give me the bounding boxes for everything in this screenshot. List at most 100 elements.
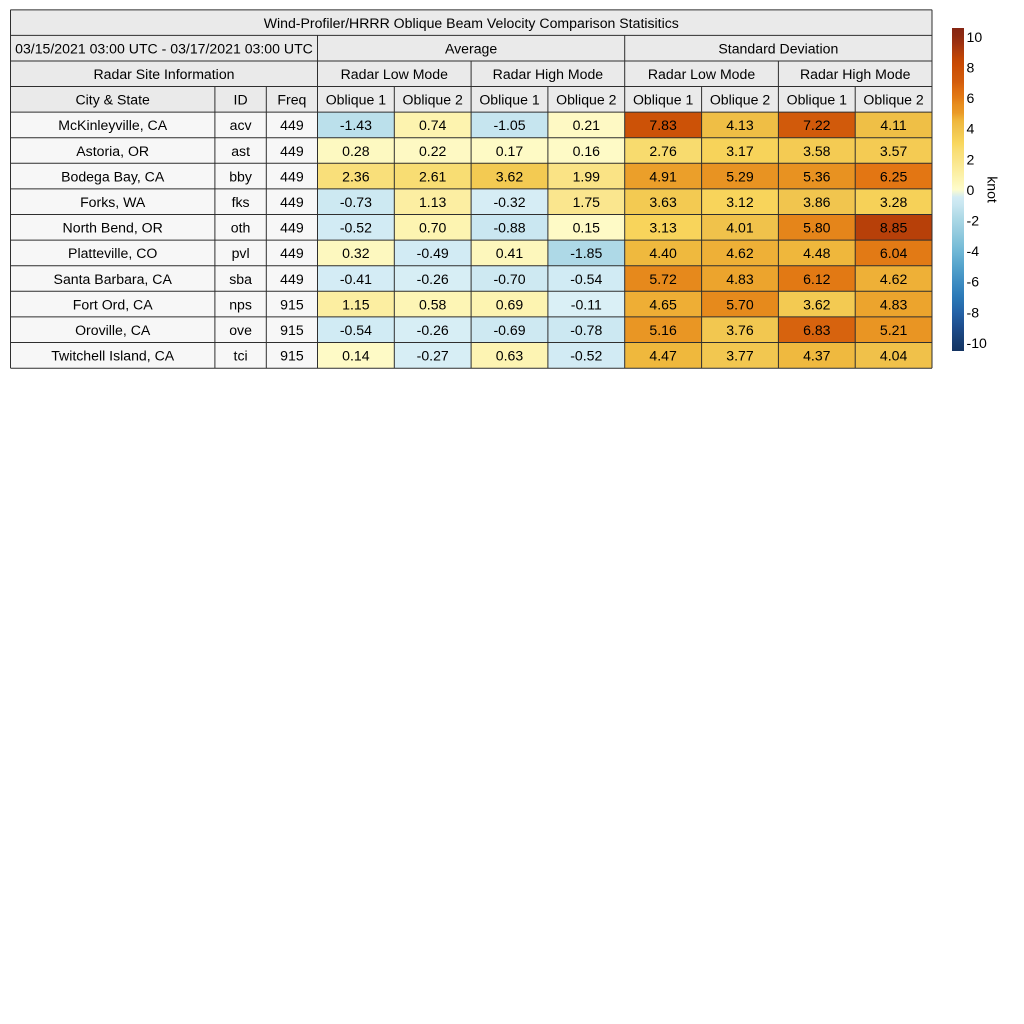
svg-text:449: 449 bbox=[280, 271, 304, 287]
svg-text:Twitchell Island, CA: Twitchell Island, CA bbox=[51, 348, 175, 364]
svg-text:449: 449 bbox=[280, 117, 304, 133]
svg-text:Santa Barbara, CA: Santa Barbara, CA bbox=[54, 271, 173, 287]
svg-text:0.15: 0.15 bbox=[573, 220, 601, 236]
svg-text:-0.70: -0.70 bbox=[493, 271, 525, 287]
svg-text:0.74: 0.74 bbox=[419, 117, 447, 133]
svg-text:Astoria, OR: Astoria, OR bbox=[76, 143, 149, 159]
svg-text:-0.26: -0.26 bbox=[417, 271, 449, 287]
svg-text:-0.27: -0.27 bbox=[417, 348, 449, 364]
svg-text:Platteville, CO: Platteville, CO bbox=[68, 245, 157, 261]
svg-text:Average: Average bbox=[445, 40, 497, 56]
svg-text:Radar High Mode: Radar High Mode bbox=[800, 66, 911, 82]
svg-text:4.11: 4.11 bbox=[880, 117, 907, 133]
svg-text:-0.49: -0.49 bbox=[417, 245, 449, 261]
svg-text:bby: bby bbox=[229, 168, 253, 184]
svg-text:Oblique 1: Oblique 1 bbox=[633, 92, 693, 108]
svg-text:4.83: 4.83 bbox=[880, 296, 908, 312]
svg-text:pvl: pvl bbox=[232, 245, 250, 261]
svg-text:Oblique 2: Oblique 2 bbox=[556, 92, 616, 108]
svg-text:4.62: 4.62 bbox=[880, 271, 908, 287]
svg-text:2.61: 2.61 bbox=[419, 168, 447, 184]
svg-text:-0.78: -0.78 bbox=[570, 322, 602, 338]
svg-text:Oblique 1: Oblique 1 bbox=[787, 92, 847, 108]
svg-text:-1.85: -1.85 bbox=[570, 245, 602, 261]
svg-text:2.76: 2.76 bbox=[649, 143, 677, 159]
svg-text:3.62: 3.62 bbox=[496, 168, 524, 184]
svg-text:3.57: 3.57 bbox=[880, 143, 908, 159]
svg-text:-0.52: -0.52 bbox=[340, 220, 372, 236]
svg-text:Radar Low Mode: Radar Low Mode bbox=[648, 66, 755, 82]
svg-text:-6: -6 bbox=[967, 274, 980, 290]
svg-text:Standard Deviation: Standard Deviation bbox=[718, 40, 838, 56]
svg-text:-1.05: -1.05 bbox=[493, 117, 525, 133]
svg-text:0.63: 0.63 bbox=[496, 348, 524, 364]
svg-text:sba: sba bbox=[229, 271, 252, 287]
svg-text:Radar Site Information: Radar Site Information bbox=[93, 66, 234, 82]
svg-text:Forks, WA: Forks, WA bbox=[80, 194, 146, 210]
svg-text:-0.73: -0.73 bbox=[340, 194, 372, 210]
svg-text:0.28: 0.28 bbox=[342, 143, 370, 159]
svg-text:3.63: 3.63 bbox=[649, 194, 677, 210]
svg-text:1.75: 1.75 bbox=[573, 194, 601, 210]
svg-text:McKinleyville, CA: McKinleyville, CA bbox=[58, 117, 167, 133]
svg-text:0.22: 0.22 bbox=[419, 143, 447, 159]
svg-text:-10: -10 bbox=[967, 335, 988, 351]
svg-text:0.14: 0.14 bbox=[342, 348, 370, 364]
svg-text:0: 0 bbox=[967, 182, 975, 198]
svg-text:8: 8 bbox=[967, 60, 975, 76]
svg-text:Bodega Bay, CA: Bodega Bay, CA bbox=[61, 168, 165, 184]
svg-text:0.58: 0.58 bbox=[419, 296, 447, 312]
svg-text:3.58: 3.58 bbox=[803, 143, 831, 159]
svg-text:3.28: 3.28 bbox=[880, 194, 908, 210]
svg-text:0.69: 0.69 bbox=[496, 296, 524, 312]
svg-text:2.36: 2.36 bbox=[342, 168, 370, 184]
svg-text:6: 6 bbox=[967, 90, 975, 106]
svg-text:5.70: 5.70 bbox=[726, 296, 754, 312]
svg-text:4.65: 4.65 bbox=[649, 296, 677, 312]
svg-text:0.17: 0.17 bbox=[496, 143, 524, 159]
svg-text:-0.32: -0.32 bbox=[493, 194, 525, 210]
svg-text:Radar High Mode: Radar High Mode bbox=[493, 66, 604, 82]
svg-text:6.04: 6.04 bbox=[880, 245, 908, 261]
svg-text:915: 915 bbox=[280, 348, 304, 364]
svg-text:ID: ID bbox=[234, 92, 248, 108]
svg-text:2: 2 bbox=[967, 151, 975, 167]
svg-text:0.70: 0.70 bbox=[419, 220, 447, 236]
svg-text:0.21: 0.21 bbox=[573, 117, 601, 133]
svg-text:4.62: 4.62 bbox=[726, 245, 754, 261]
svg-text:Oblique 1: Oblique 1 bbox=[479, 92, 539, 108]
svg-text:oth: oth bbox=[231, 220, 251, 236]
svg-text:449: 449 bbox=[280, 220, 304, 236]
svg-text:acv: acv bbox=[230, 117, 252, 133]
svg-text:Freq: Freq bbox=[277, 92, 306, 108]
svg-text:4.37: 4.37 bbox=[803, 348, 831, 364]
svg-text:4.04: 4.04 bbox=[880, 348, 908, 364]
svg-text:3.17: 3.17 bbox=[726, 143, 754, 159]
svg-text:03/15/2021 03:00 UTC - 03/17/2: 03/15/2021 03:00 UTC - 03/17/2021 03:00 … bbox=[15, 40, 313, 56]
svg-text:6.83: 6.83 bbox=[803, 322, 831, 338]
svg-text:449: 449 bbox=[280, 143, 304, 159]
svg-text:4.47: 4.47 bbox=[649, 348, 677, 364]
svg-text:-0.11: -0.11 bbox=[571, 296, 602, 312]
svg-text:8.85: 8.85 bbox=[880, 220, 908, 236]
svg-text:915: 915 bbox=[280, 322, 304, 338]
svg-text:10: 10 bbox=[967, 29, 983, 45]
svg-text:3.62: 3.62 bbox=[803, 296, 831, 312]
svg-text:-0.41: -0.41 bbox=[340, 271, 372, 287]
svg-text:North Bend, OR: North Bend, OR bbox=[63, 220, 163, 236]
svg-text:1.99: 1.99 bbox=[573, 168, 601, 184]
svg-text:5.80: 5.80 bbox=[803, 220, 831, 236]
svg-text:Fort Ord, CA: Fort Ord, CA bbox=[73, 296, 153, 312]
svg-text:4.91: 4.91 bbox=[649, 168, 677, 184]
svg-text:-0.69: -0.69 bbox=[493, 322, 525, 338]
svg-text:1.15: 1.15 bbox=[342, 296, 370, 312]
svg-text:0.41: 0.41 bbox=[496, 245, 524, 261]
svg-text:0.32: 0.32 bbox=[342, 245, 370, 261]
svg-text:3.12: 3.12 bbox=[726, 194, 754, 210]
svg-text:tci: tci bbox=[234, 348, 248, 364]
svg-text:4: 4 bbox=[967, 121, 975, 137]
svg-text:3.86: 3.86 bbox=[803, 194, 831, 210]
svg-text:4.01: 4.01 bbox=[726, 220, 754, 236]
svg-text:ove: ove bbox=[229, 322, 252, 338]
svg-text:7.83: 7.83 bbox=[649, 117, 677, 133]
